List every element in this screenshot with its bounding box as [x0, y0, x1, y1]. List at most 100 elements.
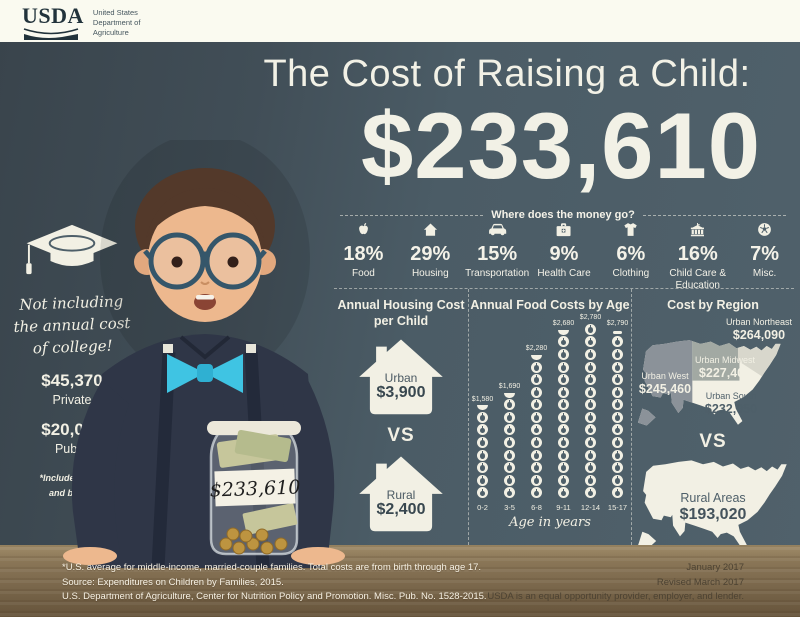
medical-bag-icon — [555, 222, 572, 238]
money-jar-icon: $233,610 — [207, 421, 301, 556]
apple-coin-icon — [558, 437, 569, 449]
food-age-label: 15-17 — [607, 503, 628, 513]
apple-coin-icon — [585, 487, 596, 499]
category-percent: 9% — [549, 243, 579, 265]
apple-coin-icon — [585, 399, 596, 411]
money-go-category-row: 18% Food 29% Housing 15% Transportation 9% Heal… — [330, 222, 798, 291]
rural-areas-label: Rural Areas $193,020 — [679, 491, 747, 523]
apple-coin-icon — [558, 449, 569, 461]
food-age-label: 3-5 — [504, 503, 515, 513]
child-photo: $233,610 — [63, 140, 345, 568]
apple-coin-icon-partial — [531, 354, 542, 360]
apple-coin-icon — [558, 462, 569, 474]
total-cost-amount: $233,610 — [360, 93, 762, 198]
category-percent: 29% — [410, 243, 451, 265]
food-chart-column-0-2: $1,580 0-2 — [471, 395, 494, 513]
category-percent: 6% — [616, 243, 646, 265]
apple-coin-icon — [504, 411, 515, 423]
apple-coin-icon — [504, 437, 515, 449]
house-outline-icon — [359, 456, 443, 531]
money-category-food: 18% Food — [330, 222, 397, 291]
food-value-label: $1,580 — [471, 395, 494, 403]
apple-coin-icon — [477, 437, 488, 449]
apple-coin-icon — [612, 487, 623, 499]
apple-coin-icon — [504, 449, 515, 461]
apple-coin-icon — [504, 424, 515, 436]
apple-coin-icon — [477, 449, 488, 461]
food-chart-column-9-11: $2,680 9-11 — [552, 319, 575, 513]
category-percent: 18% — [343, 243, 384, 265]
house-outline-icon — [359, 339, 443, 414]
soccer-ball-icon — [757, 222, 772, 238]
apple-coin-icon — [558, 424, 569, 436]
house-icon — [423, 222, 438, 238]
tshirt-icon — [622, 222, 639, 238]
food-value-label: $2,680 — [552, 319, 575, 327]
apple-coin-icon — [585, 348, 596, 360]
food-age-label: 9-11 — [556, 503, 571, 513]
category-label: Clothing — [612, 268, 650, 279]
header-bar: USDA United States Department of Agricul… — [0, 0, 800, 42]
rural-region-map-block: Rural Areas $193,020 — [632, 455, 794, 555]
category-label: Housing — [411, 268, 449, 279]
food-value-label: $2,790 — [606, 320, 629, 328]
category-label: Food — [352, 268, 375, 279]
apple-coin-icon — [585, 411, 596, 423]
food-chart-xlabel: Age in years — [509, 515, 591, 531]
urban-label: Urban — [384, 370, 418, 385]
urban-midwest-label: Urban Midwest $227,400 — [694, 355, 756, 380]
region-panel: Cost by Region — [632, 289, 794, 550]
rural-house: Rural $2,400 — [355, 453, 447, 533]
apple-coin-icon-partial — [613, 331, 622, 334]
apple-coin-icon — [585, 336, 596, 348]
apple-coin-icon — [612, 449, 623, 461]
apple-coin-icon — [612, 336, 623, 348]
food-chart-column-6-8: $2,280 6-8 — [526, 345, 547, 512]
housing-title: Annual Housing Cost per Child — [337, 298, 465, 329]
apple-coin-icon — [558, 386, 569, 398]
money-category-housing: 29% Housing — [397, 222, 464, 291]
rural-label: Rural — [386, 487, 416, 502]
usda-department-text: United States Department of Agriculture — [92, 8, 141, 37]
food-age-label: 12-14 — [580, 503, 601, 513]
page-title: The Cost of Raising a Child: — [263, 53, 751, 95]
footer-source-text: *U.S. average for middle-income, married… — [62, 562, 487, 603]
money-category-transportation: 15% Transportation — [464, 222, 531, 291]
money-category-misc: 7% Misc. — [731, 222, 798, 291]
category-label: Health Care — [537, 268, 591, 279]
usda-swoosh-icon — [23, 28, 79, 40]
apple-coin-icon — [585, 474, 596, 486]
region-title: Cost by Region — [667, 298, 759, 312]
apple-coin-icon — [531, 399, 542, 411]
apple-coin-icon — [558, 399, 569, 411]
apple-coin-icon — [612, 411, 623, 423]
apple-coin-icon — [612, 424, 623, 436]
apple-coin-icon — [612, 462, 623, 474]
private-college-label: Private — [52, 393, 92, 408]
food-chart-title: Annual Food Costs by Age — [470, 298, 630, 312]
apple-coin-icon — [531, 437, 542, 449]
category-percent: 15% — [477, 243, 518, 265]
apple-coin-icon — [585, 424, 596, 436]
housing-vs: VS — [387, 424, 415, 446]
detail-panels: Annual Housing Cost per Child Urban $3,9… — [334, 288, 794, 550]
food-panel: Annual Food Costs by Age $1,580 0-2 $1,690… — [468, 289, 632, 545]
apple-coin-icon — [531, 449, 542, 461]
apple-coin-icon — [477, 411, 488, 423]
private-college-amount: $45,370 — [41, 371, 103, 391]
apple-coin-icon — [531, 386, 542, 398]
apple-icon — [356, 222, 371, 238]
apple-coin-icon — [612, 374, 623, 386]
apple-coin-icon — [612, 386, 623, 398]
apple-coin-icon — [585, 462, 596, 474]
apple-coin-icon — [531, 411, 542, 423]
urban-south-label: Urban South $232,050 — [704, 391, 758, 416]
apple-coin-icon-partial — [558, 329, 569, 335]
apple-coin-icon — [558, 348, 569, 360]
category-percent: 7% — [750, 243, 780, 265]
apple-coin-icon — [612, 348, 623, 360]
apple-coin-icon — [504, 474, 515, 486]
apple-coin-icon — [531, 487, 542, 499]
region-vs: VS — [699, 431, 727, 453]
